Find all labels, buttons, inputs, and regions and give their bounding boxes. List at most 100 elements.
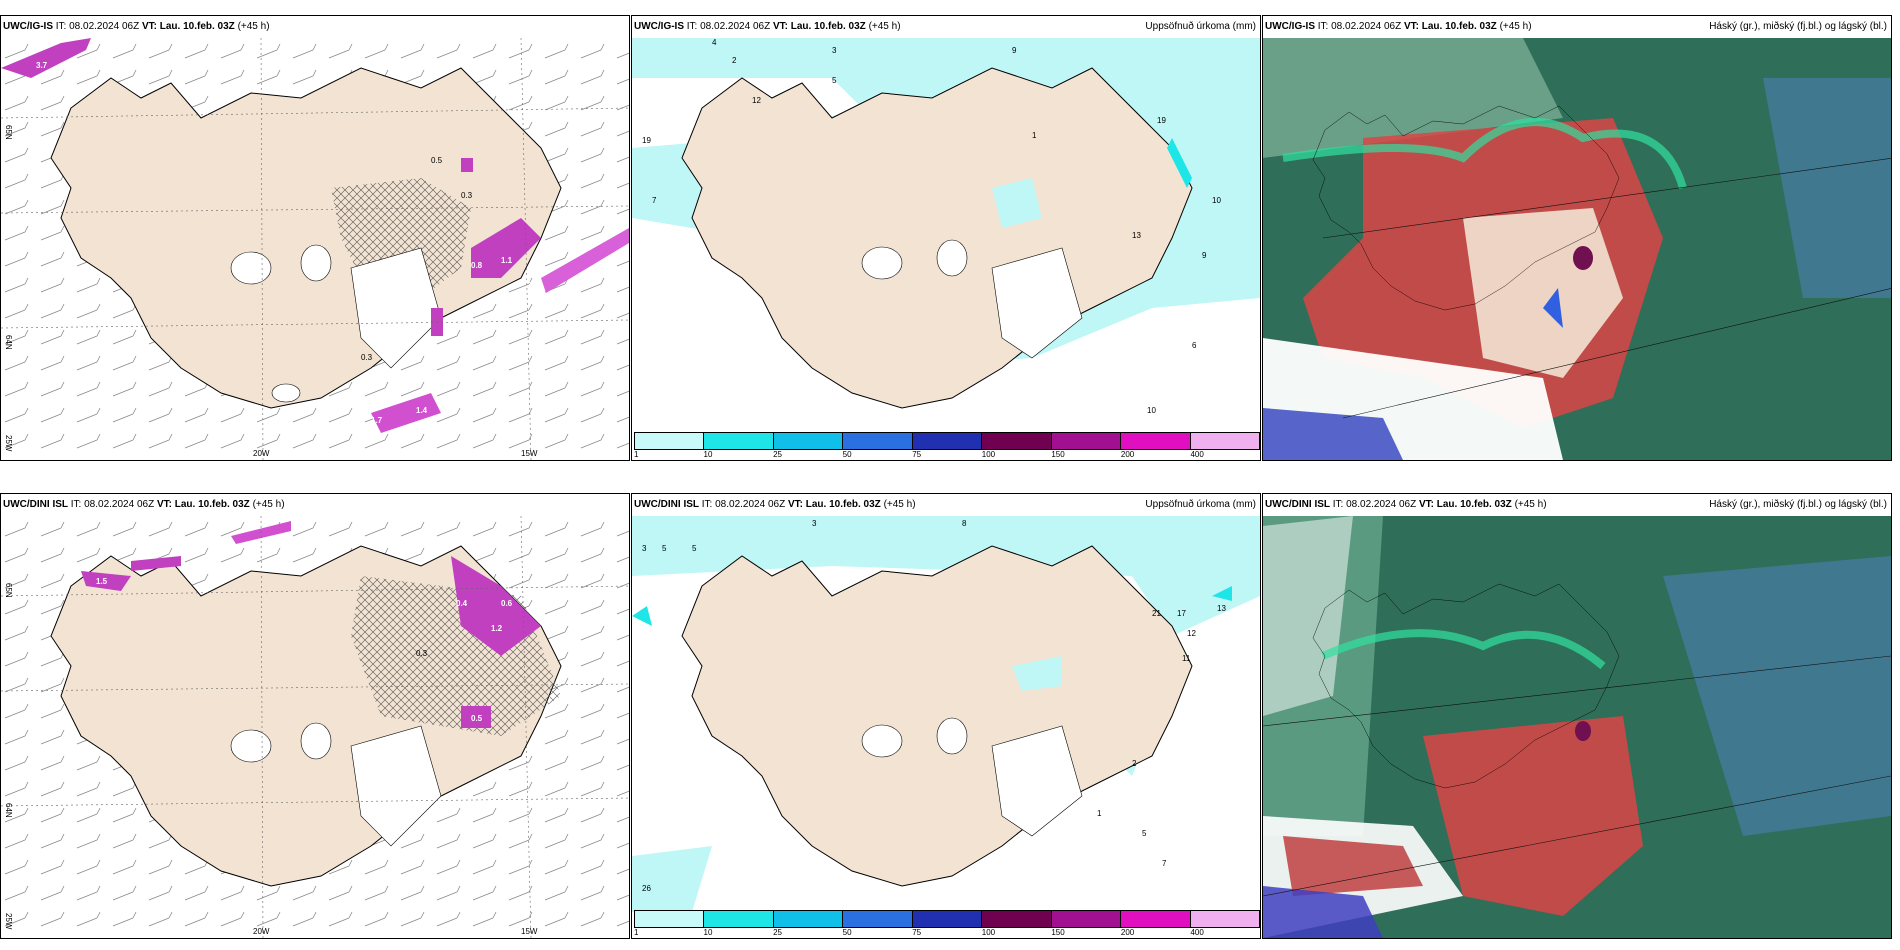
legend-swatch <box>772 432 843 450</box>
svg-text:9: 9 <box>1202 251 1207 260</box>
svg-text:2.1: 2.1 <box>526 276 538 285</box>
cloud-map <box>1263 516 1891 938</box>
svg-text:20W: 20W <box>253 927 270 936</box>
svg-text:2: 2 <box>1132 759 1137 768</box>
legend-tick: 75 <box>912 450 922 459</box>
svg-text:3.7: 3.7 <box>36 61 48 70</box>
svg-text:3: 3 <box>642 544 647 553</box>
legend-swatch <box>1050 432 1121 450</box>
precip-legend-ticks: 1 10 25 50 75 100 150 200 400 <box>634 928 1260 938</box>
legend-tick: 100 <box>981 450 996 459</box>
legend-swatch <box>703 910 773 928</box>
svg-text:1.5: 1.5 <box>96 577 108 586</box>
svg-text:5: 5 <box>692 544 697 553</box>
svg-text:1: 1 <box>1097 809 1102 818</box>
legend-tick: 150 <box>1051 928 1065 937</box>
svg-text:64N: 64N <box>4 335 13 350</box>
iceland-land <box>50 67 562 409</box>
svg-text:25W: 25W <box>4 913 13 930</box>
svg-text:0.5: 0.5 <box>431 156 443 165</box>
legend-tick: 1 <box>634 928 639 937</box>
svg-text:1.2: 1.2 <box>491 624 503 633</box>
svg-text:11: 11 <box>1182 654 1191 663</box>
legend-swatch <box>1120 432 1190 450</box>
legend-tick: 75 <box>912 928 922 937</box>
legend-tick: 1 <box>634 450 639 459</box>
precip-map: 3 5 5 3 8 21 17 13 12 11 26 5 7 2 1 <box>632 516 1260 912</box>
precip-legend-ticks: 1 10 25 50 75 100 150 200 400 <box>634 450 1260 460</box>
svg-text:21: 21 <box>1152 609 1161 618</box>
svg-text:6: 6 <box>1192 341 1197 350</box>
precip-legend <box>634 432 1260 450</box>
legend-tick: 50 <box>842 928 852 937</box>
panel-title: UWC/IG-IS IT: 08.02.2024 06Z VT: Lau. 10… <box>1 16 629 38</box>
svg-text:10: 10 <box>1147 406 1156 415</box>
svg-text:1.7: 1.7 <box>371 416 383 425</box>
iceland-land <box>681 545 1193 887</box>
svg-text:3: 3 <box>832 46 837 55</box>
legend-tick: 25 <box>773 928 783 937</box>
panel-title: UWC/DINI ISL IT: 08.02.2024 06Z VT: Lau.… <box>1263 494 1891 516</box>
svg-text:9: 9 <box>1012 46 1017 55</box>
svg-text:5: 5 <box>832 76 837 85</box>
legend-swatch <box>1120 910 1190 928</box>
legend-tick: 10 <box>703 928 713 937</box>
legend-swatch <box>634 432 704 450</box>
legend-swatch <box>772 910 843 928</box>
svg-text:64N: 64N <box>4 803 13 818</box>
svg-text:0.4: 0.4 <box>456 599 468 608</box>
svg-text:15W: 15W <box>521 449 538 458</box>
panel-title: UWC/IG-IS IT: 08.02.2024 06Z VT: Lau. 10… <box>1263 16 1891 38</box>
svg-text:65N: 65N <box>4 583 13 598</box>
svg-text:5: 5 <box>1142 829 1147 838</box>
iceland-land <box>681 67 1193 409</box>
cloud-map <box>1263 38 1891 460</box>
panel-wind-snow-igis: UWC/IG-IS IT: 08.02.2024 06Z VT: Lau. 10… <box>0 15 630 461</box>
svg-text:12: 12 <box>752 96 761 105</box>
svg-text:12: 12 <box>1187 629 1196 638</box>
legend-swatch <box>842 910 912 928</box>
panel-title: UWC/DINI ISL IT: 08.02.2024 06Z VT: Lau.… <box>632 494 1260 516</box>
legend-tick: 200 <box>1120 450 1135 459</box>
svg-text:15W: 15W <box>521 927 538 936</box>
svg-text:1: 1 <box>1032 131 1037 140</box>
svg-text:17: 17 <box>1177 609 1186 618</box>
svg-text:20W: 20W <box>253 449 270 458</box>
svg-text:0.5: 0.5 <box>471 714 483 723</box>
legend-swatch <box>842 432 912 450</box>
svg-text:0.6: 0.6 <box>501 599 513 608</box>
panel-cloud-igis: UWC/IG-IS IT: 08.02.2024 06Z VT: Lau. 10… <box>1262 15 1892 461</box>
svg-text:5: 5 <box>662 544 667 553</box>
precip-map: 4 2 3 5 9 12 19 19 10 13 9 7 1 6 10 21 1… <box>632 38 1260 434</box>
svg-text:25W: 25W <box>4 435 13 452</box>
svg-text:7: 7 <box>652 196 657 205</box>
svg-text:1.1: 1.1 <box>501 256 513 265</box>
wind-snow-map: 3.7 1.7 1.4 0.8 1.1 2.1 0.5 0.3 0.3 20W … <box>1 38 629 460</box>
legend-swatch <box>981 910 1051 928</box>
svg-text:0.3: 0.3 <box>416 649 428 658</box>
svg-text:4: 4 <box>712 38 717 47</box>
panel-cloud-dini: UWC/DINI ISL IT: 08.02.2024 06Z VT: Lau.… <box>1262 493 1892 939</box>
svg-text:26: 26 <box>642 884 651 893</box>
panel-title: UWC/DINI ISL IT: 08.02.2024 06Z VT: Lau.… <box>1 494 629 516</box>
svg-text:8: 8 <box>962 519 967 528</box>
svg-text:10: 10 <box>1212 196 1221 205</box>
legend-tick: 50 <box>842 450 852 459</box>
svg-text:19: 19 <box>1157 116 1166 125</box>
legend-tick: 10 <box>703 450 713 459</box>
panel-precip-dini: UWC/DINI ISL IT: 08.02.2024 06Z VT: Lau.… <box>631 493 1261 939</box>
svg-text:0.3: 0.3 <box>361 353 373 362</box>
panel-wind-snow-dini: UWC/DINI ISL IT: 08.02.2024 06Z VT: Lau.… <box>0 493 630 939</box>
legend-swatch <box>1189 910 1260 928</box>
legend-swatch <box>981 432 1051 450</box>
panel-title: UWC/IG-IS IT: 08.02.2024 06Z VT: Lau. 10… <box>632 16 1260 38</box>
legend-swatch <box>634 910 704 928</box>
legend-swatch <box>911 910 982 928</box>
legend-tick: 200 <box>1120 928 1135 937</box>
wind-snow-map: 1.5 1.2 0.4 0.6 0.5 0.3 20W 15W 65N 64N … <box>1 516 629 938</box>
svg-text:19: 19 <box>642 136 651 145</box>
panel-precip-igis: UWC/IG-IS IT: 08.02.2024 06Z VT: Lau. 10… <box>631 15 1261 461</box>
legend-swatch <box>1189 432 1260 450</box>
legend-swatch <box>1050 910 1121 928</box>
svg-text:7: 7 <box>1162 859 1167 868</box>
